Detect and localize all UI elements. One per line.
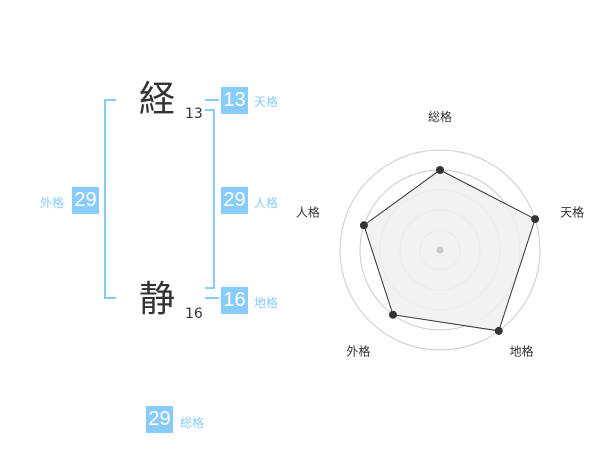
radar-axis-label: 総格 <box>428 109 452 124</box>
gaikaku-value: 29 <box>72 187 99 214</box>
tenkaku-value: 13 <box>221 87 248 114</box>
chikaku-label: 地格 <box>254 296 279 310</box>
tenkaku-connector <box>205 99 219 101</box>
radar-axis-label: 天格 <box>560 205 584 220</box>
radar-ring <box>339 149 541 351</box>
name-char-2: 静 <box>139 279 176 320</box>
jinkaku-label: 人格 <box>254 196 279 210</box>
bracket-stub <box>104 99 116 101</box>
radar-point <box>494 326 503 335</box>
chikaku-connector <box>205 297 219 299</box>
soukaku-value: 29 <box>146 406 173 433</box>
bracket-stub <box>205 109 215 111</box>
bracket-stub <box>104 297 116 299</box>
jinkaku-bracket <box>213 109 215 289</box>
radar-point <box>531 215 540 224</box>
radar-axis-label: 人格 <box>296 205 320 220</box>
radar-point <box>436 166 444 174</box>
gaikaku-label: 外格 <box>40 196 65 210</box>
gaikaku-bracket <box>104 99 106 299</box>
radar-area <box>363 169 536 332</box>
chikaku-value: 16 <box>221 287 248 314</box>
bracket-stub <box>205 287 215 289</box>
radar-axis-label: 外格 <box>346 343 370 358</box>
radar-center <box>436 246 444 254</box>
radar-point <box>359 221 368 230</box>
tenkaku-label: 天格 <box>254 95 279 109</box>
radar-point <box>388 310 397 319</box>
name-char-2-strokes: 16 <box>185 306 203 322</box>
name-char-1: 経 <box>139 79 176 120</box>
jinkaku-value: 29 <box>221 187 248 214</box>
soukaku-label: 総格 <box>180 416 205 430</box>
name-char-1-strokes: 13 <box>185 106 203 122</box>
radar-axis-label: 地格 <box>510 343 534 358</box>
